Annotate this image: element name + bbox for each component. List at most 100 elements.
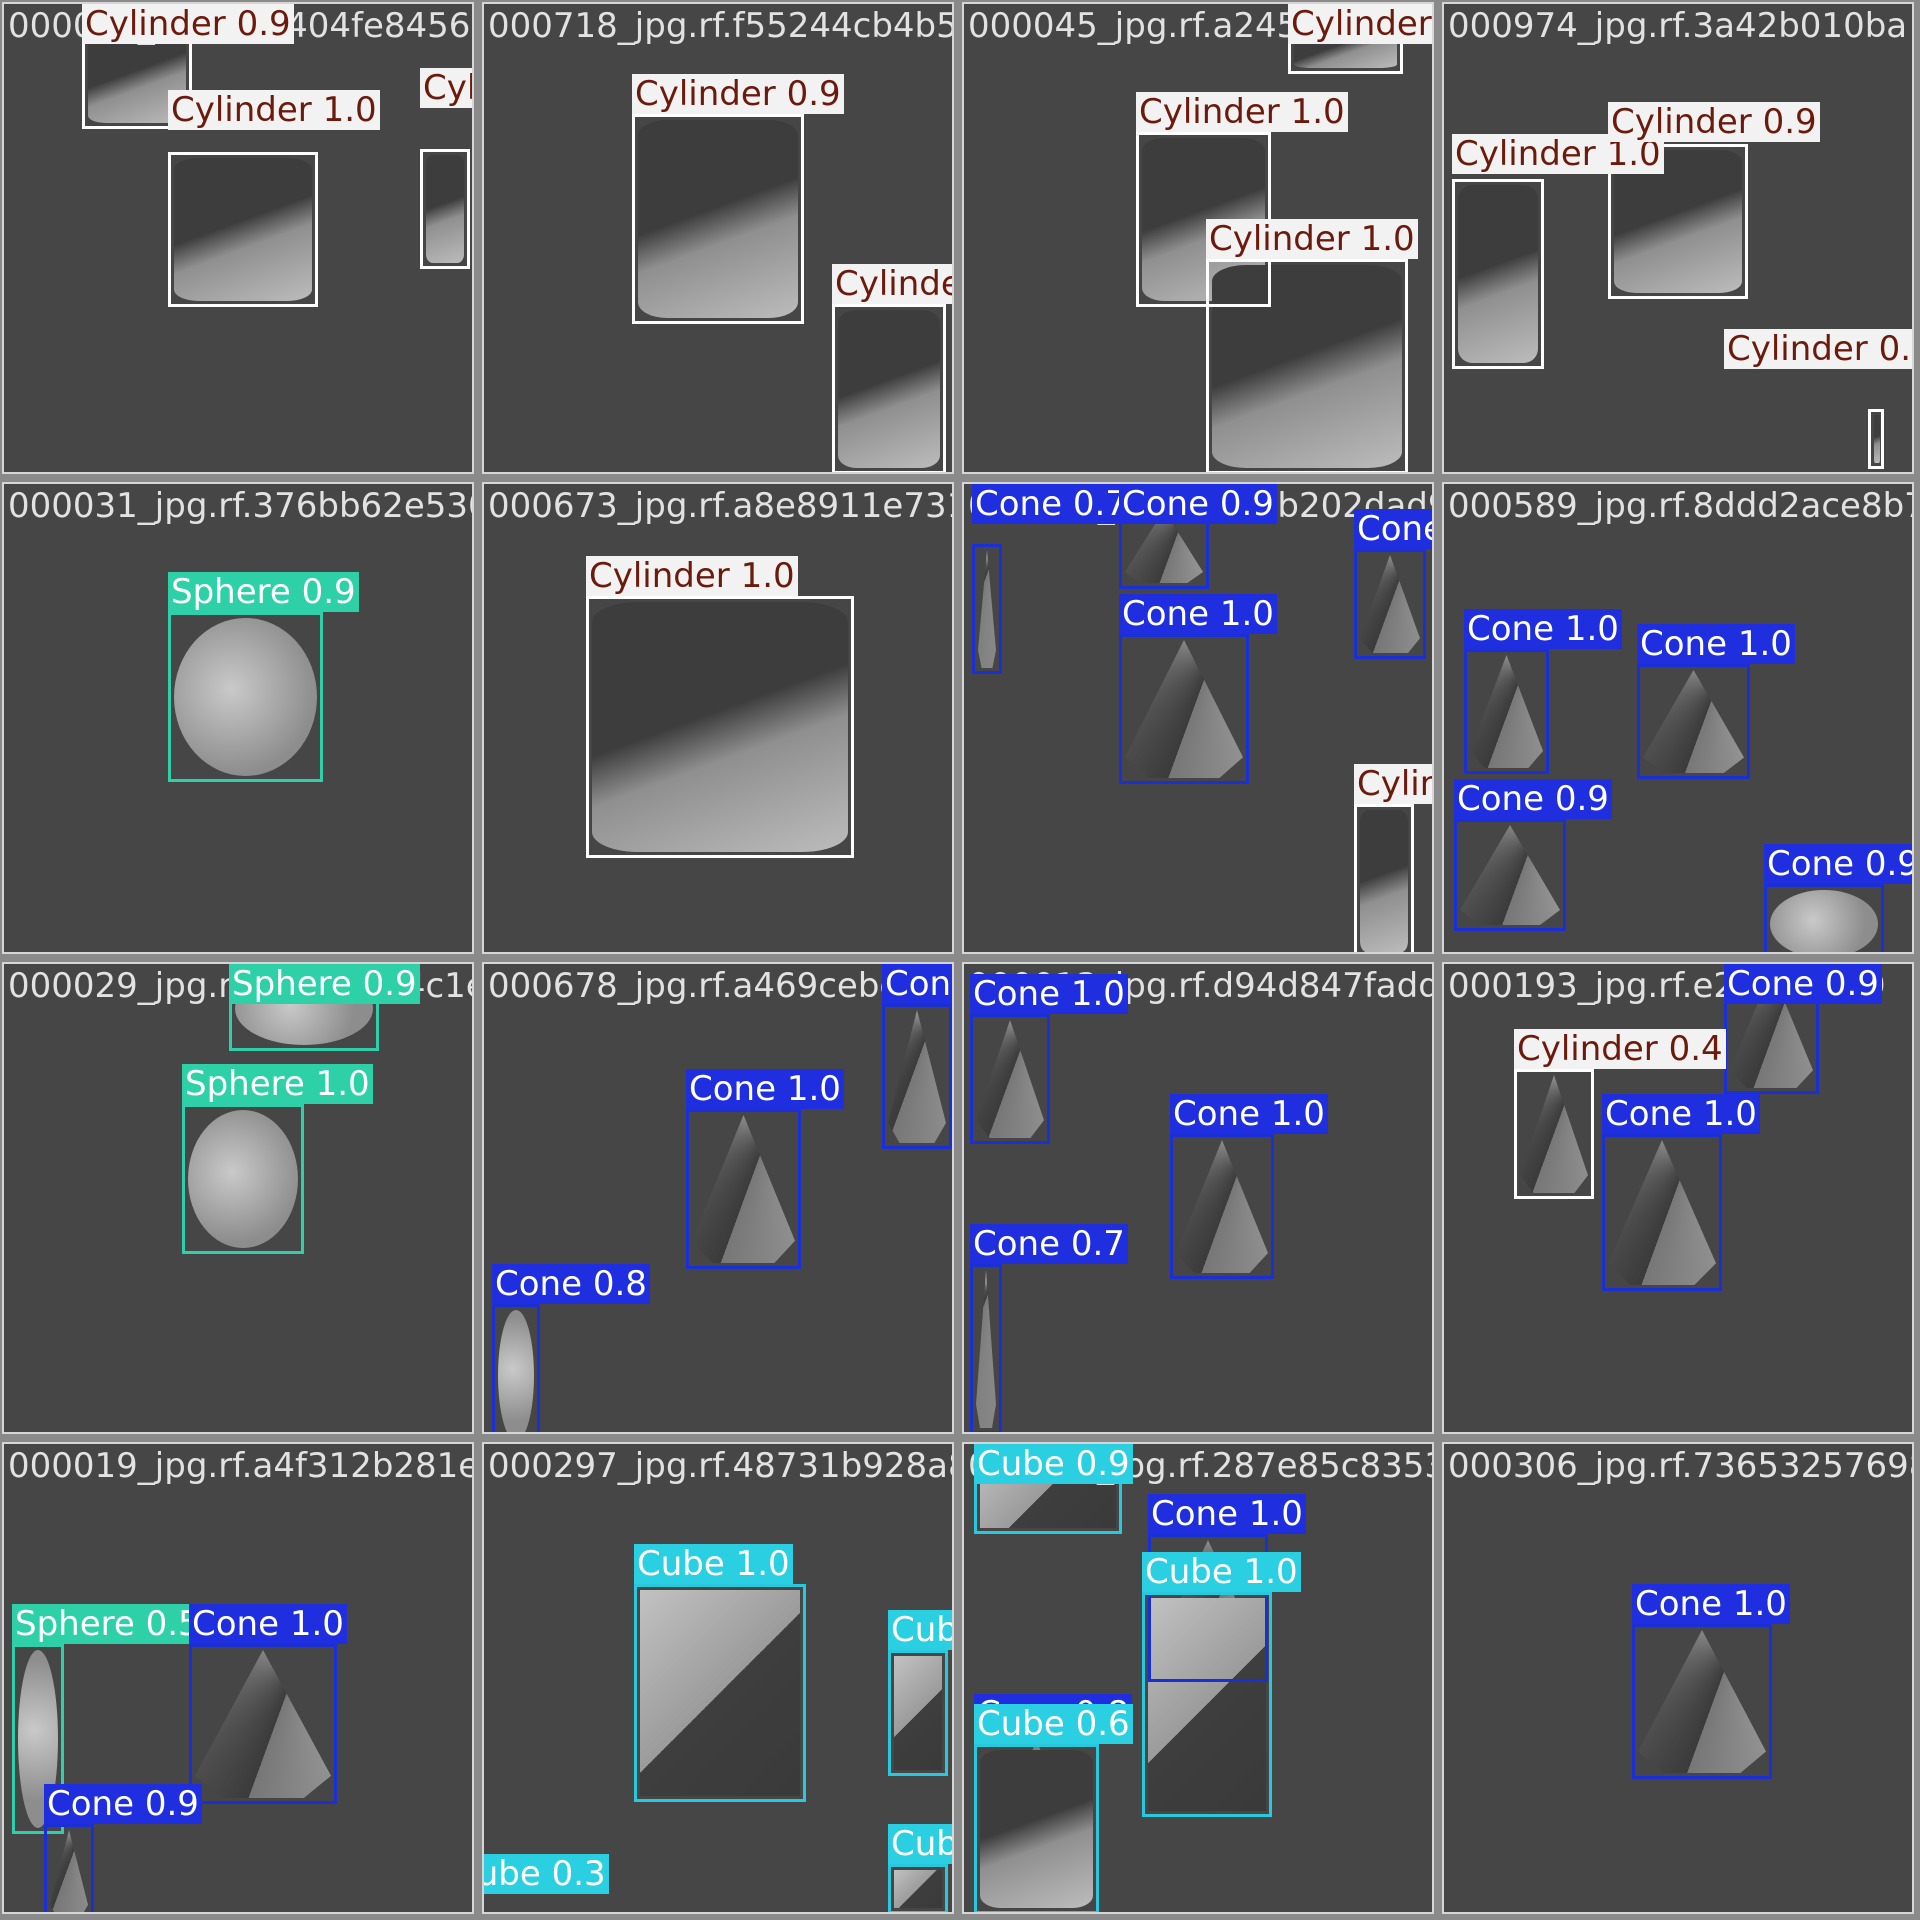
detection-label: Cube 0.9 — [974, 1444, 1133, 1484]
detection-label: Cylinder 0.9 — [420, 68, 472, 108]
detection-box — [12, 1644, 64, 1834]
detection-box — [1452, 179, 1544, 369]
detection-label: Cone 0.8 — [492, 1264, 650, 1304]
detection-box — [492, 1304, 540, 1432]
detection-box — [1608, 144, 1748, 299]
detection-box — [1637, 664, 1750, 779]
detection-label: Cone 0.9 — [1454, 779, 1612, 819]
detection-box — [1119, 634, 1249, 784]
tile-filename: 000031_jpg.rf.376bb62e530f25d67302318b91… — [8, 486, 472, 526]
detection-label: Cylinder 0.9 — [832, 264, 952, 304]
image-tile: 000715_jpg.rf.434b202dad908b0f4751883dCo… — [962, 482, 1434, 954]
cylinder-object — [980, 1750, 1093, 1908]
image-tile: 000306_jpg.rf.73653257698 Cone 1.0 — [1442, 1442, 1914, 1914]
detection-box — [44, 1824, 94, 1912]
detection-label: Cylinder 1.0 — [586, 556, 798, 596]
detection-box — [586, 596, 854, 858]
detection-box — [1142, 1592, 1272, 1817]
detection-box — [1514, 1069, 1594, 1199]
detection-box — [1354, 804, 1414, 952]
detection-label: Cone 0.9 — [1724, 964, 1882, 1004]
tile-filename: 000718_jpg.rf.f55244cb4b5b7d7045b58ef245… — [488, 6, 954, 46]
cube-object — [894, 1656, 942, 1770]
detection-label: Cone 0.7 — [972, 484, 1130, 524]
detection-label: Cone 0.7 — [970, 1224, 1128, 1264]
image-tile: 000029_jpg.rf.1d1b7554c1e4060768e9d59f46… — [2, 962, 474, 1434]
image-tile: 000297_jpg.rf.48731b928a8bbee1deb3fd287e… — [482, 1442, 954, 1914]
image-tile: 000031_jpg.rf.376bb62e530f25d67302318b91… — [2, 482, 474, 954]
image-tile: 000045_jpg.rf.a2452c9d14aaf9a7f4974a2b01… — [962, 2, 1434, 474]
detection-label: Cone 0.9 — [1764, 844, 1912, 884]
detection-label: Cone 1.0 — [882, 964, 952, 1004]
detection-box — [1454, 819, 1566, 931]
detection-label: Cylinder 0.8 — [1288, 4, 1432, 44]
detection-box — [189, 1644, 337, 1804]
sphere-object — [498, 1310, 534, 1432]
cylinder-object — [838, 310, 940, 468]
cylinder-object — [1360, 810, 1408, 952]
detection-label: Cone 1.0 — [1602, 1094, 1760, 1134]
detection-box — [1148, 1534, 1268, 1682]
detection-label: Cube 0.3 — [484, 1854, 609, 1894]
tile-filename: 000306_jpg.rf.73653257698 — [1448, 1446, 1914, 1486]
detection-label: Cone 1.0 — [1632, 1584, 1790, 1624]
detection-label: Cylinder 0.9 — [632, 74, 844, 114]
cylinder-object — [174, 158, 312, 301]
detection-box — [1206, 259, 1408, 472]
sphere-object — [1770, 890, 1878, 952]
cube-object — [894, 1870, 942, 1908]
detection-label: Cylinder 0.4 — [1514, 1029, 1726, 1069]
image-tile: 000e1d_jpg.rf.287e85c8353600306bfdf7346C… — [962, 1442, 1434, 1914]
detection-label: Cylinder 0.9 — [1608, 102, 1820, 142]
detection-label: Cone 0.9 — [1119, 484, 1277, 524]
detection-label: Cone 1.0 — [1148, 1494, 1306, 1534]
detection-label: Cylinder 1.0 — [1136, 92, 1348, 132]
detection-box — [1170, 1134, 1274, 1279]
detection-label: Cone 1.0 — [1170, 1094, 1328, 1134]
cylinder-object — [638, 120, 798, 318]
tile-filename: 000678_jpg.rf.a469cebe1db4 — [488, 966, 954, 1006]
image-tile: 000718_jpg.rf.f55244cb4b5b7d7045b58ef245… — [482, 2, 954, 474]
tile-filename: 000297_jpg.rf.48731b928a8bbee1deb3fd287e… — [488, 1446, 952, 1486]
detection-label: Cone 1.0 — [1119, 594, 1277, 634]
detection-box — [888, 1864, 948, 1912]
detection-label: Cone 0.9 — [44, 1784, 202, 1824]
detection-box — [1464, 649, 1549, 774]
detection-label: Cone 1.0 — [1464, 609, 1622, 649]
detection-box — [882, 1004, 952, 1149]
detection-box — [1764, 884, 1884, 952]
detection-label: Cone 1.0 — [970, 974, 1128, 1014]
detection-label: Cone 1.0 — [1637, 624, 1795, 664]
detection-box — [686, 1109, 801, 1269]
detection-box — [168, 612, 323, 782]
detection-label: Cylinder 0.7 — [1724, 329, 1912, 369]
detection-label: Cylinder 0.8 — [1354, 764, 1432, 804]
image-tile: 000013_jpg.rf.d94d847fadd11e2193942551eC… — [962, 962, 1434, 1434]
detection-box — [972, 544, 1002, 674]
detection-label: Cone 1.0 — [686, 1069, 844, 1109]
detection-label: Cylinder 1.0 — [1206, 219, 1418, 259]
detection-box — [1632, 1624, 1772, 1779]
detection-box — [420, 149, 470, 269]
cylinder-object — [1458, 185, 1538, 363]
detection-box — [182, 1104, 304, 1254]
detection-label: Cylinder 1.0 — [168, 90, 380, 130]
sphere-object — [174, 618, 317, 776]
detection-label: Cone 1.0 — [189, 1604, 347, 1644]
detection-box — [168, 152, 318, 307]
cylinder-object — [426, 155, 464, 263]
detection-label: Sphere 1.0 — [182, 1064, 373, 1104]
tile-filename: 000019_jpg.rf.a4f312b281e3370e297abc5f48… — [8, 1446, 472, 1486]
detection-box — [888, 1650, 948, 1776]
detection-label: Cube 1.0 — [1142, 1552, 1301, 1592]
detection-box — [632, 114, 804, 324]
detection-box — [974, 1744, 1099, 1912]
cylinder-object — [1874, 415, 1880, 463]
detection-box — [1354, 549, 1426, 659]
image-tile: 000589_jpg.rf.8ddd2ace8b7 Cone 1.0 Cone 1.… — [1442, 482, 1914, 954]
detection-label: Cube 0.9 — [888, 1610, 952, 1650]
detection-label: Cube 0.6 — [974, 1704, 1133, 1744]
image-tile: 000673_jpg.rf.a8e8911e731dc9 Cylinder 1.0 — [482, 482, 954, 954]
